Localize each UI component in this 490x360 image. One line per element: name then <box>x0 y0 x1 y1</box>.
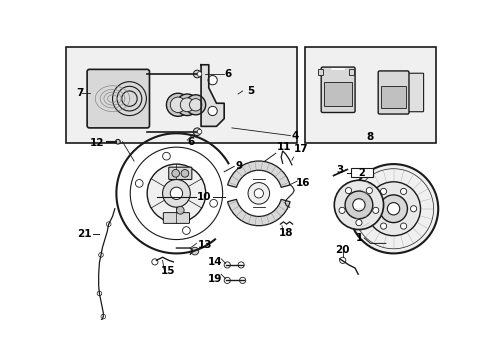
Text: 9: 9 <box>236 161 243 171</box>
Circle shape <box>116 139 120 144</box>
Circle shape <box>367 182 420 236</box>
Text: 8: 8 <box>367 132 374 142</box>
Text: 13: 13 <box>198 240 213 250</box>
Circle shape <box>191 247 199 255</box>
Circle shape <box>240 277 246 283</box>
Text: 16: 16 <box>296 177 310 188</box>
Text: 17: 17 <box>294 144 308 154</box>
Text: 3: 3 <box>336 165 343 175</box>
Text: 7: 7 <box>76 88 84 98</box>
FancyBboxPatch shape <box>169 167 192 180</box>
Circle shape <box>208 76 217 85</box>
Circle shape <box>373 207 379 213</box>
Circle shape <box>411 206 416 212</box>
Circle shape <box>186 95 206 115</box>
Text: 4: 4 <box>292 131 299 141</box>
FancyBboxPatch shape <box>321 67 355 112</box>
Text: 5: 5 <box>247 86 254 96</box>
Bar <box>381 86 406 108</box>
Bar <box>318 69 323 75</box>
Circle shape <box>171 97 186 112</box>
FancyBboxPatch shape <box>163 213 190 223</box>
FancyBboxPatch shape <box>87 69 149 128</box>
Polygon shape <box>201 65 224 126</box>
Circle shape <box>340 257 346 264</box>
Circle shape <box>388 203 400 215</box>
Circle shape <box>356 220 362 226</box>
Text: 20: 20 <box>336 244 350 255</box>
Text: 14: 14 <box>208 257 222 267</box>
Circle shape <box>163 180 190 207</box>
Circle shape <box>163 152 171 160</box>
Wedge shape <box>227 161 290 187</box>
Circle shape <box>181 170 189 177</box>
Circle shape <box>370 206 377 212</box>
Circle shape <box>400 188 407 194</box>
Circle shape <box>381 223 387 229</box>
Circle shape <box>339 207 345 213</box>
Circle shape <box>180 98 194 112</box>
FancyBboxPatch shape <box>378 71 409 114</box>
Circle shape <box>167 93 190 116</box>
Text: 6: 6 <box>224 69 231 79</box>
Circle shape <box>172 170 179 177</box>
Circle shape <box>183 227 190 234</box>
Text: 2: 2 <box>359 167 366 177</box>
Circle shape <box>147 164 206 222</box>
Circle shape <box>208 106 217 116</box>
Circle shape <box>194 128 201 136</box>
Circle shape <box>345 191 373 219</box>
Circle shape <box>194 70 201 78</box>
Circle shape <box>171 187 183 199</box>
Circle shape <box>248 183 270 204</box>
Circle shape <box>224 262 230 268</box>
Text: 18: 18 <box>279 228 294 238</box>
Text: 11: 11 <box>277 142 292 152</box>
Text: 12: 12 <box>90 138 104 148</box>
Text: 21: 21 <box>77 229 92 239</box>
Circle shape <box>176 94 198 116</box>
Text: 10: 10 <box>196 192 211 202</box>
Circle shape <box>224 277 230 283</box>
Circle shape <box>381 188 387 194</box>
Circle shape <box>353 199 365 211</box>
Circle shape <box>334 180 384 230</box>
Circle shape <box>197 72 202 76</box>
Bar <box>349 69 354 75</box>
Circle shape <box>197 130 202 134</box>
Bar <box>305 47 436 143</box>
Bar <box>324 82 352 105</box>
Circle shape <box>152 259 158 265</box>
Circle shape <box>400 223 407 229</box>
Circle shape <box>176 206 184 214</box>
Bar <box>66 47 297 143</box>
Text: 19: 19 <box>208 274 222 284</box>
Text: 6: 6 <box>187 137 195 147</box>
Circle shape <box>210 199 218 207</box>
Bar <box>351 168 373 177</box>
Text: 15: 15 <box>161 266 175 276</box>
Circle shape <box>366 188 372 194</box>
Circle shape <box>380 195 408 222</box>
Text: 1: 1 <box>356 233 363 243</box>
Circle shape <box>254 189 264 198</box>
Circle shape <box>349 164 438 253</box>
Circle shape <box>238 262 244 268</box>
Circle shape <box>345 188 352 194</box>
FancyBboxPatch shape <box>400 73 423 112</box>
Circle shape <box>190 99 202 111</box>
Circle shape <box>135 180 143 187</box>
Wedge shape <box>227 199 290 226</box>
